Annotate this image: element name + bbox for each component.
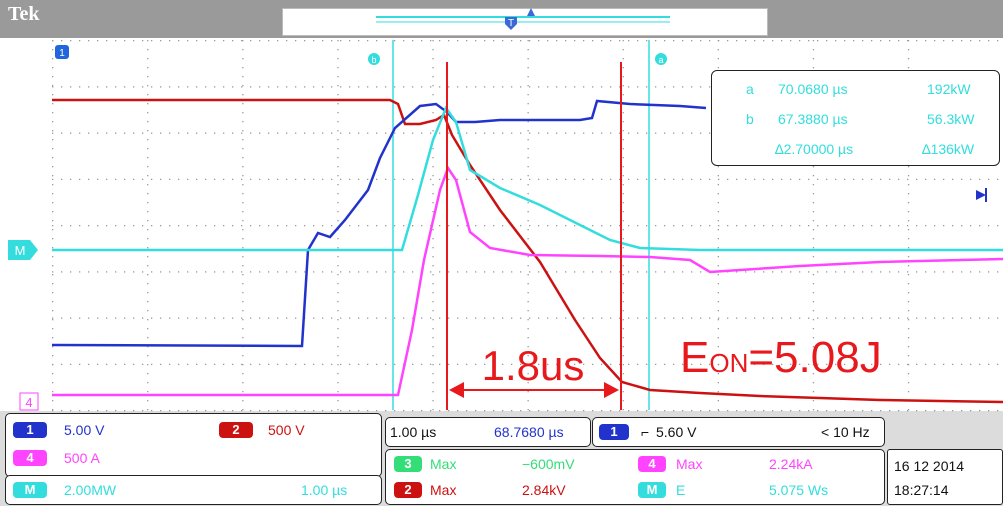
meas1-chip[interactable]: 3 [394,456,422,472]
timebase-panel: 1.00 µs 68.7680 µs [385,417,591,447]
cursor-b-flag-icon: a [655,53,667,65]
cursor-delta-value: ∆136kW [922,141,975,157]
trigger-level-icon [976,190,986,200]
trigger-marker-top-icon [527,8,535,16]
svg-text:b: b [371,55,376,65]
arrow-right-head-icon [604,382,619,398]
channel-scale-panel: 1 5.00 V 2 500 V 4 500 A [5,413,382,477]
arrow-left-head-icon [449,382,464,398]
ch4-chip[interactable]: 4 [13,450,47,466]
math-chip[interactable]: M [13,482,47,498]
cursor-a-value: 192kW [927,81,971,97]
cursor-readout-panel: a 70.0680 µs 192kW b 67.3880 µs 56.3kW ∆… [711,70,1000,166]
cursor-b-glyph: b [746,111,754,127]
math-power-waveform [52,105,1003,252]
meas4-value: 5.075 Ws [769,482,829,498]
svg-text:T: T [508,18,514,29]
meas2-chip[interactable]: 2 [394,482,422,498]
meas3-chip[interactable]: 4 [638,456,666,472]
ch1-chip[interactable]: 1 [13,422,47,438]
ch4-current-waveform [52,165,1003,397]
date-text: 16 12 2014 [894,458,965,474]
cursor-a-flag-icon: b [368,53,380,65]
ch2-voltage-waveform [52,98,1003,404]
cursor-a-glyph: a [746,81,754,97]
svg-text:4: 4 [25,395,32,410]
ch4-ground-marker-icon: 4 [19,392,39,411]
interval-label: 1.8us [482,342,585,389]
trigger-slope-icon: ⌐ [641,424,650,440]
cursor-delta-time: ∆2.70000 µs [775,141,854,157]
trigger-frequency: < 10 Hz [821,424,870,440]
math-timescale: 1.00 µs [301,482,348,498]
ch1-gate-waveform [51,99,707,348]
meas1-type: Max [430,456,457,472]
svg-text:1: 1 [59,48,65,59]
measurements-panel: 3 Max −600mV 2 Max 2.84kV 4 Max 2.24kA M… [385,449,885,505]
trigger-level: 5.60 V [656,424,697,440]
math-scale: 2.00MW [64,482,117,498]
ch4-scale: 500 A [64,450,100,466]
cursor-b-time: 67.3880 µs [778,111,848,127]
svg-text:M: M [15,243,26,258]
meas4-type: E [676,482,686,498]
meas2-type: Max [430,482,457,498]
energy-annotation: EON=5.08J [680,333,882,382]
timebase-scale: 1.00 µs [390,424,437,440]
meas4-chip[interactable]: M [638,482,666,498]
math-ground-marker-icon: M [8,240,38,260]
meas1-value: −600mV [522,456,575,472]
cursor-b-value: 56.3kW [927,111,975,127]
ch2-scale: 500 V [268,422,305,438]
datetime-panel: 16 12 2014 18:27:14 [887,449,1003,505]
trigger-position-icon: T [505,17,517,30]
timebase-position: 68.7680 µs [494,424,564,440]
meas3-value: 2.24kA [769,456,813,472]
svg-text:a: a [658,55,663,65]
math-scale-panel: M 2.00MW 1.00 µs [5,475,382,505]
time-text: 18:27:14 [894,482,949,498]
trigger-panel: 1 ⌐ 5.60 V < 10 Hz [592,417,885,447]
ch2-chip[interactable]: 2 [219,422,253,438]
meas3-type: Max [676,456,703,472]
trigger-source-chip[interactable]: 1 [599,424,629,440]
ch1-marker-icon: 1 [55,45,69,59]
meas2-value: 2.84kV [522,482,566,498]
ch1-scale: 5.00 V [64,422,105,438]
brand-logo: Tek [8,3,40,25]
cursor-a-time: 70.0680 µs [778,81,848,97]
